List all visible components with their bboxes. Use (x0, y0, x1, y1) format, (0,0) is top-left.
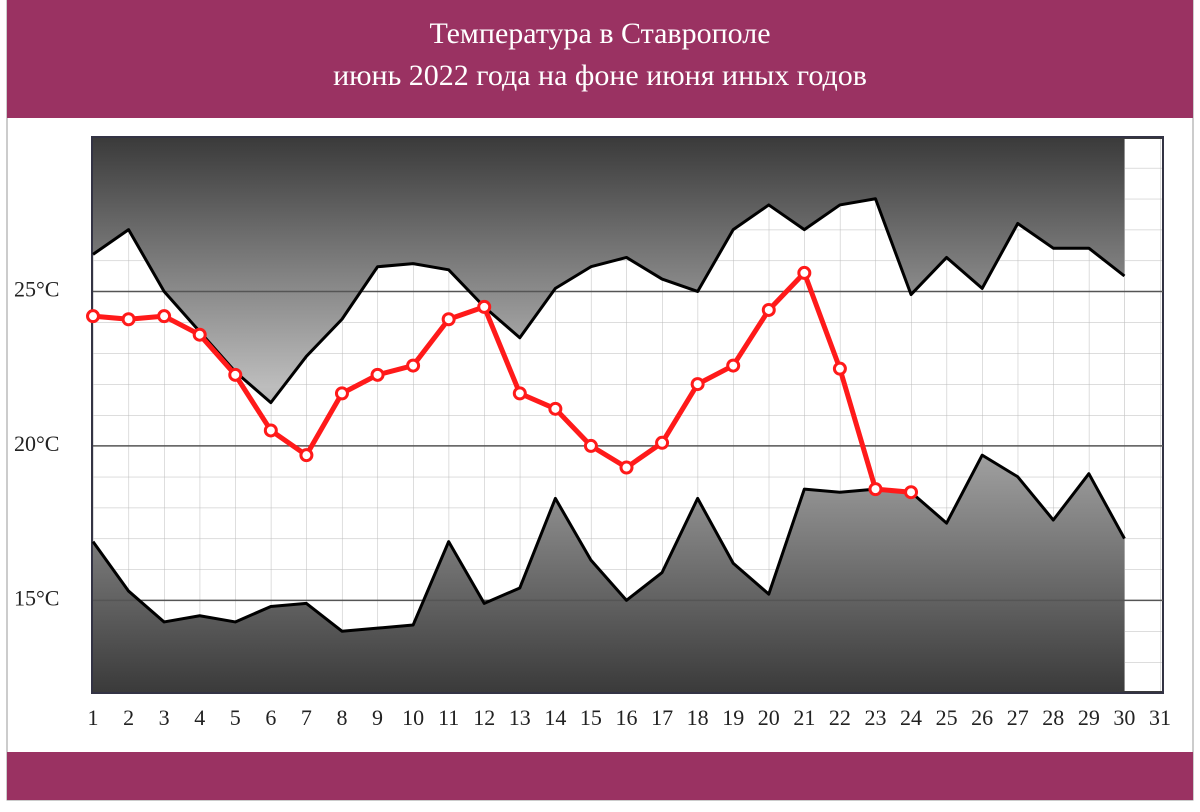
point (86, 309, 100, 324)
x-tick-label: 4 (194, 705, 205, 730)
x-tick-label: 5 (230, 705, 241, 730)
point (121, 312, 136, 327)
point (832, 361, 847, 376)
header (7, 0, 1193, 118)
x-tick-label: 22 (829, 705, 851, 730)
x-tick-label: 3 (159, 705, 170, 730)
title-line-1: Температура в Ставрополе (429, 17, 770, 50)
y-tick-label: 25°C (14, 276, 59, 301)
x-tick-label: 10 (402, 705, 424, 730)
future-strip-grid (1124, 139, 1162, 691)
footer (7, 752, 1193, 800)
point (263, 423, 278, 438)
x-tick-label: 28 (1042, 705, 1064, 730)
x-tick-label: 1 (88, 705, 99, 730)
x-tick-label: 14 (544, 705, 566, 730)
x-tick-label: 19 (722, 705, 744, 730)
envelope-line (91, 453, 1126, 633)
x-tick-label: 11 (438, 705, 459, 730)
x-tick-label: 17 (651, 705, 673, 730)
point (477, 299, 492, 314)
x-tick-label: 31 (1149, 705, 1171, 730)
point (797, 265, 812, 280)
point (512, 386, 527, 401)
x-tick-label: 12 (473, 705, 495, 730)
point (192, 327, 207, 342)
x-tick-label: 30 (1113, 705, 1135, 730)
point (904, 485, 919, 500)
x-tick-label: 26 (971, 705, 993, 730)
x-tick-label: 7 (301, 705, 312, 730)
point (441, 312, 456, 327)
y-tick-label: 15°C (14, 585, 59, 610)
x-tick-label: 18 (687, 705, 709, 730)
x-tick-label: 29 (1078, 705, 1100, 730)
point (370, 367, 385, 382)
x-tick-label: 8 (336, 705, 347, 730)
point (619, 460, 634, 475)
x-tick-label: 2 (123, 705, 134, 730)
point (583, 438, 598, 453)
point (334, 386, 349, 401)
envelope-line (92, 197, 1126, 405)
point (299, 448, 314, 463)
x-tick-label: 27 (1007, 705, 1029, 730)
point (655, 435, 670, 450)
x-tick-label: 25 (936, 705, 958, 730)
series-line (92, 270, 912, 495)
x-tick-label: 16 (616, 705, 638, 730)
x-tick-label: 24 (900, 705, 922, 730)
x-tick-label: 21 (793, 705, 815, 730)
point (228, 367, 243, 382)
x-tick-label: 13 (509, 705, 531, 730)
point (868, 482, 883, 497)
x-tick-label: 23 (864, 705, 886, 730)
point (406, 358, 421, 373)
point (726, 358, 741, 373)
x-tick-label: 15 (580, 705, 602, 730)
title-line-2: июнь 2022 года на фоне июня иных годов (333, 59, 867, 92)
point (690, 377, 705, 392)
point (761, 302, 776, 317)
x-tick-label: 6 (265, 705, 276, 730)
y-tick-label: 20°C (14, 431, 59, 456)
point (157, 309, 172, 324)
x-tick-label: 20 (758, 705, 780, 730)
x-tick-label: 9 (372, 705, 383, 730)
point (548, 401, 563, 416)
